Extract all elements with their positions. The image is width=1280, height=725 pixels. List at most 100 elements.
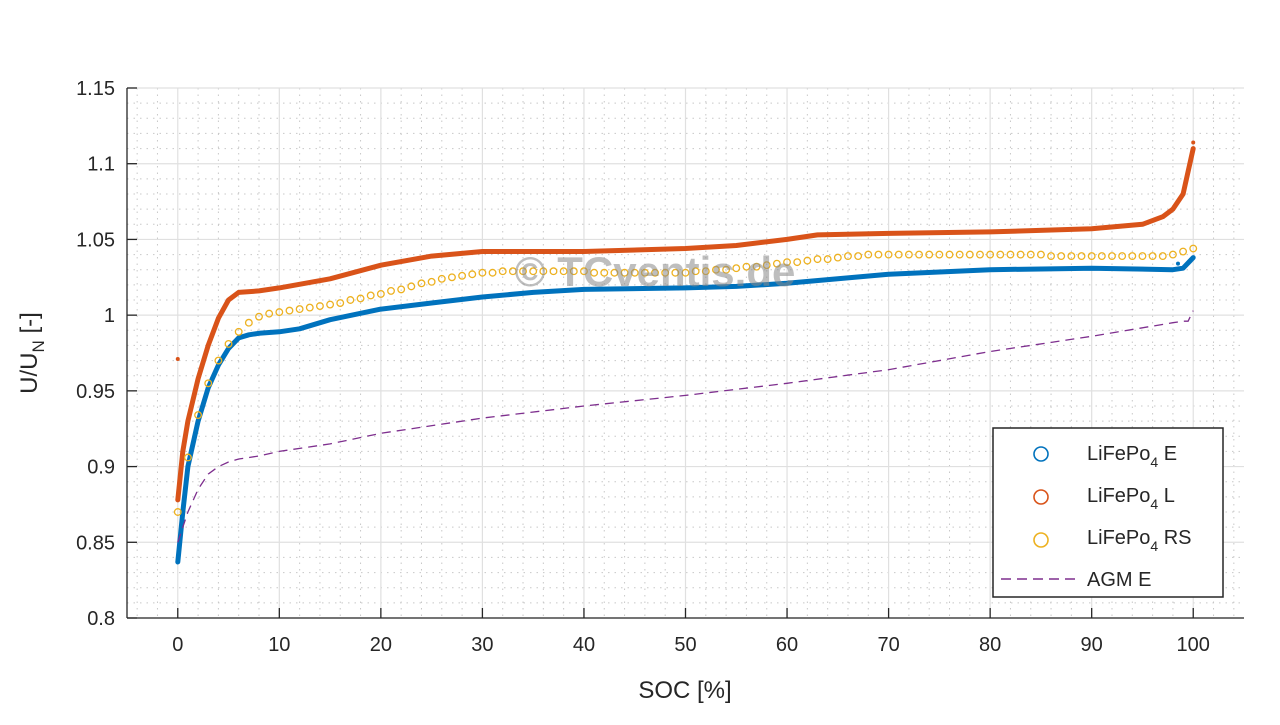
data-point [681,268,690,277]
data-point [1138,252,1147,261]
data-point [1036,250,1045,259]
data-point [569,267,578,276]
data-point [519,267,527,276]
legend-item-lifepo4-e: LiFePo4 E [1033,443,1177,470]
data-point [610,268,619,277]
grid [127,87,1244,619]
data-point [427,277,436,286]
legend-marker-e [1033,446,1049,462]
data-point [651,268,659,277]
data-point [1016,250,1025,259]
data-point [265,309,274,318]
outlier-point [1175,261,1180,266]
data-point [468,270,477,279]
data-point [183,453,192,462]
data-point [1118,252,1127,261]
data-point [783,258,791,267]
data-point [1097,252,1106,261]
data-point [1077,252,1086,261]
data-point [549,267,558,276]
data-point [661,268,670,277]
data-point [752,262,761,271]
y-tick-label: 0.85 [76,532,115,554]
data-point [915,250,924,259]
data-point [478,268,487,277]
legend-label-e: LiFePo4 E [1087,443,1177,470]
data-point [1047,252,1056,261]
data-point [447,273,456,282]
data-point [813,255,822,264]
series-2 [173,244,1198,516]
legend-label-rs: LiFePo4 RS [1087,527,1192,554]
data-point [458,271,467,280]
y-tick-label: 0.9 [87,457,115,479]
watermark: © TCventis.de [515,248,796,295]
y-tick-label: 1 [104,305,115,327]
legend-label-agm: AGM E [1087,569,1151,591]
data-point [315,302,324,311]
data-point [965,250,974,259]
outlier-point [175,357,180,362]
data-point [884,250,893,259]
data-point [1189,244,1198,253]
data-point [305,303,314,312]
legend-item-lifepo4-l: LiFePo4 L [1033,485,1175,512]
y-tick-label: 0.95 [76,381,115,403]
x-tick-label: 40 [573,634,595,656]
y-axis-label-unit: [-] [16,312,43,340]
data-point [1067,252,1076,261]
data-point [437,274,446,283]
data-point [204,379,213,388]
data-point [508,267,517,276]
data-point [326,300,335,309]
data-point [366,291,375,300]
y-tick-label: 1.15 [76,78,115,100]
x-tick-label: 20 [370,634,392,656]
y-tick-label: 1.05 [76,229,115,251]
legend-item-lifepo4-rs: LiFePo4 RS [1033,527,1192,554]
data-point [1087,252,1096,261]
data-point [894,250,903,259]
y-axis-label: U/UN [-] [16,312,48,394]
data-point [397,285,406,294]
data-point [1128,252,1137,261]
legend-box [992,427,1224,598]
data-point [407,282,416,291]
data-point [630,268,639,277]
x-tick-label: 60 [776,634,798,656]
data-point [732,264,741,273]
data-point [844,252,852,261]
data-point [336,299,345,307]
data-point [590,268,599,277]
series-line [175,146,1196,503]
data-point [864,250,873,259]
data-point [762,261,771,270]
legend-label-l: LiFePo4 L [1087,485,1175,512]
data-point [498,267,507,276]
data-point [559,267,568,276]
series-3 [177,310,1194,543]
data-point [1179,247,1188,256]
data-point [234,327,243,336]
data-point [904,250,913,259]
data-point [712,265,720,274]
data-point [376,289,385,298]
axes: 0 10 20 30 40 50 60 70 80 90 100 0.8 0.85 0.9 0.95 1 1.0… [76,78,1244,656]
y-axis-label-main: U/U [16,352,43,393]
legend-marker-l [1033,489,1049,505]
data-point [285,306,294,315]
data-point [1026,250,1035,259]
data-point [833,253,842,262]
data-point [620,268,629,277]
data-point [580,267,588,276]
series-line [175,255,1196,565]
data-point [986,250,995,259]
data-point [772,259,781,268]
legend-marker-rs [1033,532,1049,548]
data-point [955,250,964,259]
data-point [945,250,954,259]
data-point [1006,250,1015,259]
x-axis-label: SOC [%] [638,677,731,704]
data-point [793,258,802,267]
